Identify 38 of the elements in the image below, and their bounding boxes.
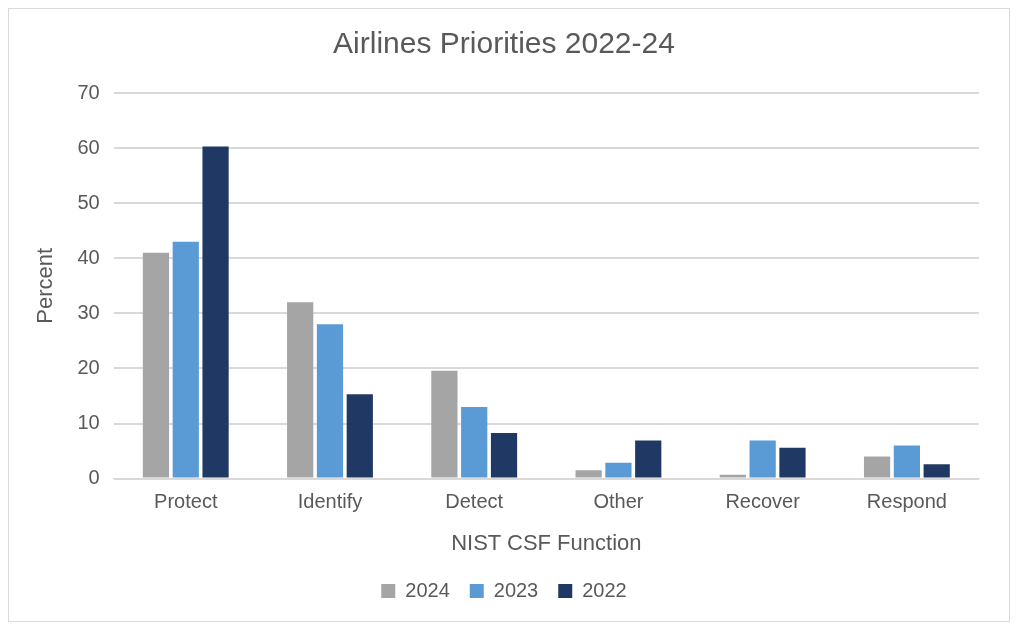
legend-label: 2022 [582,578,627,601]
bar [202,146,229,478]
bar [635,440,662,478]
bar [575,470,602,478]
x-tick-label: Identify [297,490,363,513]
y-axis-title: Percent [32,247,58,324]
bar [287,302,314,478]
bar [923,464,950,478]
bar [461,406,488,478]
bar [719,474,746,478]
chart-title: Airlines Priorities 2022-24 [333,26,675,60]
bar [749,440,776,478]
x-tick-label: Protect [154,490,218,513]
y-tick-label: 10 [77,411,100,434]
x-tick-label: Detect [445,490,504,513]
legend-label: 2023 [493,578,539,601]
legend-label: 2024 [405,578,450,601]
bar [316,324,344,478]
y-tick-label: 70 [77,80,100,103]
bar [605,462,632,478]
bar [142,252,170,478]
y-tick-label: 50 [77,190,100,213]
bar [893,445,920,478]
y-tick-label: 30 [77,300,100,323]
y-tick-label: 60 [77,135,100,158]
y-tick-label: 40 [77,245,100,268]
bar [431,370,458,478]
y-tick-label: 0 [88,466,100,489]
x-axis-title: NIST CSF Function [451,529,642,555]
bar [346,394,373,478]
x-tick-label: Other [593,490,644,513]
bar [779,447,806,478]
x-tick-label: Recover [725,490,801,513]
x-tick-label: Respond [866,490,947,513]
y-tick-label: 20 [77,355,100,378]
bar [863,456,891,478]
bar [172,241,199,478]
bar [490,432,518,478]
